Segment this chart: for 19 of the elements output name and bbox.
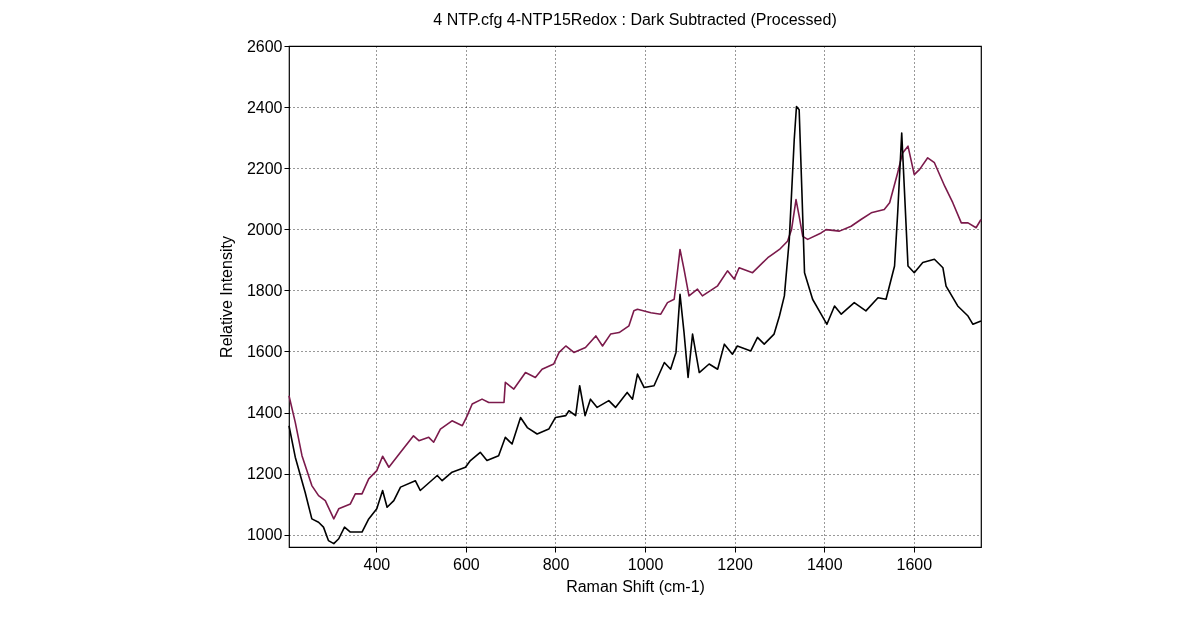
x-tick-label: 400	[363, 555, 391, 573]
y-tick-label: 2400	[246, 98, 283, 116]
x-tick-label: 1000	[627, 555, 664, 573]
y-tick-label: 2600	[246, 37, 283, 55]
y-tick-label: 1200	[246, 465, 283, 483]
x-tick-label: 1200	[717, 555, 754, 573]
y-tick-label: 2000	[246, 220, 283, 238]
chart-title: 4 NTP.cfg 4-NTP15Redox : Dark Subtracted (Processed)	[433, 11, 837, 28]
y-tick-label: 1000	[246, 526, 283, 544]
y-tick-label: 1400	[246, 404, 283, 422]
y-axis-title: Relative Intensity	[217, 236, 235, 358]
x-tick-label: 1400	[806, 555, 843, 573]
y-tick-label: 1800	[246, 281, 283, 299]
y-tick-label: 1600	[246, 342, 283, 360]
x-tick-label: 600	[453, 555, 480, 573]
x-tick-label: 1600	[896, 555, 933, 573]
y-tick-label: 2200	[246, 159, 283, 177]
x-axis-title: Raman Shift (cm-1)	[566, 577, 705, 595]
x-tick-label: 800	[542, 555, 570, 573]
